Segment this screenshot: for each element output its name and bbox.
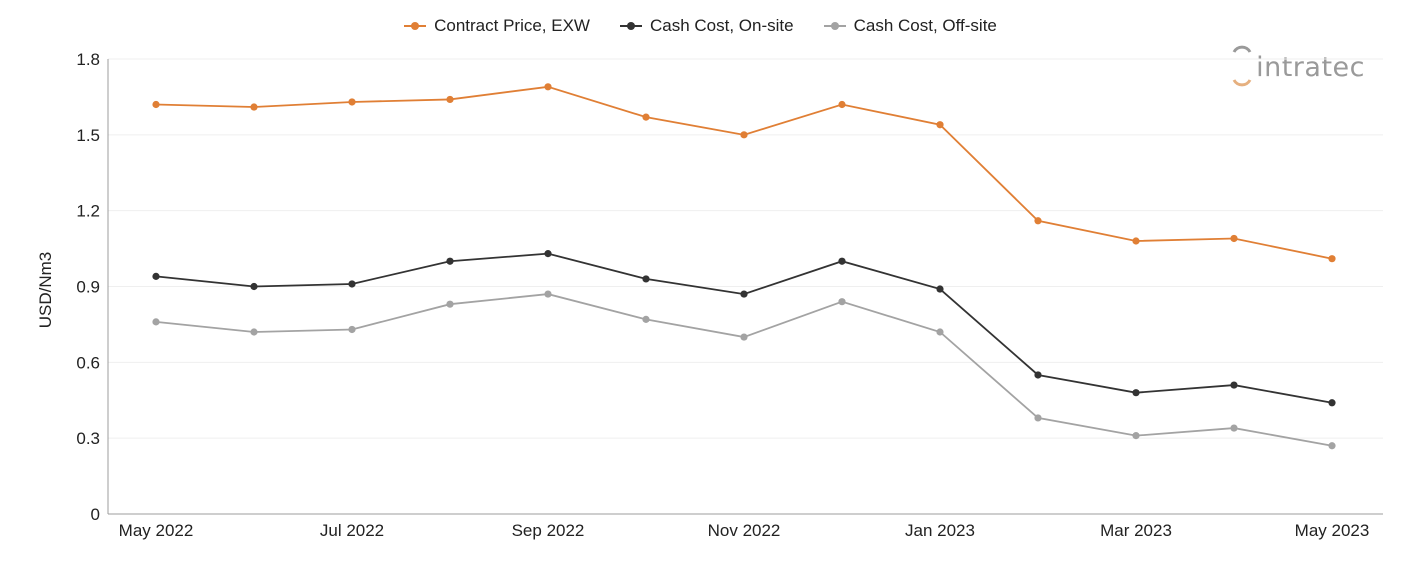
data-point (1328, 442, 1336, 450)
data-point (936, 121, 944, 129)
data-point (446, 95, 454, 104)
data-point (740, 333, 748, 341)
y-tick-label: 1.2 (76, 202, 100, 221)
y-tick-label: 0.6 (76, 353, 100, 372)
data-point (642, 275, 650, 283)
series-line-0 (155, 85, 1333, 260)
data-point (544, 290, 552, 298)
data-point (152, 100, 160, 109)
legend-swatch-contract-price (404, 22, 427, 30)
data-point (348, 98, 356, 106)
x-tick-label: May 2023 (1295, 521, 1370, 540)
legend: Contract Price, EXW Cash Cost, On-site C… (0, 16, 1401, 36)
data-point (1034, 371, 1042, 379)
data-point (1034, 414, 1042, 422)
legend-item-contract-price[interactable]: Contract Price, EXW (404, 16, 590, 36)
series-line-2 (155, 293, 1333, 447)
legend-item-cash-cost-onsite[interactable]: Cash Cost, On-site (619, 16, 794, 36)
data-point (1328, 399, 1336, 407)
data-point (838, 298, 846, 306)
y-tick-label: 1.8 (76, 50, 100, 69)
legend-swatch-cash-cost-onsite (619, 22, 642, 30)
data-point (1132, 237, 1140, 245)
data-point (446, 257, 454, 265)
legend-label: Contract Price, EXW (434, 16, 590, 35)
data-point (1230, 381, 1238, 389)
y-axis-label: USD/Nm3 (36, 252, 55, 329)
x-tick-label: Sep 2022 (512, 521, 585, 540)
data-point (1132, 389, 1140, 397)
data-point (152, 318, 160, 326)
logo-text: intratec (1256, 51, 1365, 83)
y-tick-label: 1.5 (76, 126, 100, 145)
data-point (936, 328, 944, 336)
x-tick-label: Nov 2022 (708, 521, 781, 540)
x-tick-label: May 2022 (119, 521, 194, 540)
data-point (250, 328, 258, 336)
data-point (250, 282, 258, 291)
series-line-1 (155, 252, 1333, 404)
data-point (250, 103, 258, 111)
data-point (740, 290, 748, 298)
data-point (544, 83, 552, 91)
legend-label: Cash Cost, On-site (649, 16, 794, 35)
x-tick-label: Mar 2023 (1100, 521, 1172, 540)
y-tick-label: 0.9 (76, 278, 100, 297)
data-point (348, 325, 356, 334)
y-tick-label: 0.3 (76, 429, 100, 448)
data-point (838, 100, 846, 109)
data-point (348, 280, 356, 288)
data-point (642, 315, 650, 323)
data-point (936, 285, 944, 293)
legend-label: Cash Cost, Off-site (853, 16, 997, 35)
data-point (1328, 255, 1336, 263)
data-point (544, 250, 552, 258)
x-tick-label: Jul 2022 (320, 521, 384, 540)
data-point (838, 257, 846, 265)
data-point (152, 272, 160, 280)
logo-mark-icon (1232, 45, 1252, 87)
y-tick-label: 0 (91, 505, 100, 524)
data-point (1034, 217, 1042, 225)
data-point (642, 113, 650, 121)
x-tick-label: Jan 2023 (905, 521, 975, 540)
data-point (1132, 432, 1140, 440)
data-point (446, 300, 454, 308)
data-point (1230, 234, 1238, 243)
data-point (1230, 424, 1238, 432)
data-point (740, 131, 748, 139)
legend-swatch-cash-cost-offsite (823, 22, 846, 30)
intratec-logo: intratec (1230, 44, 1365, 90)
legend-item-cash-cost-offsite[interactable]: Cash Cost, Off-site (823, 16, 997, 36)
